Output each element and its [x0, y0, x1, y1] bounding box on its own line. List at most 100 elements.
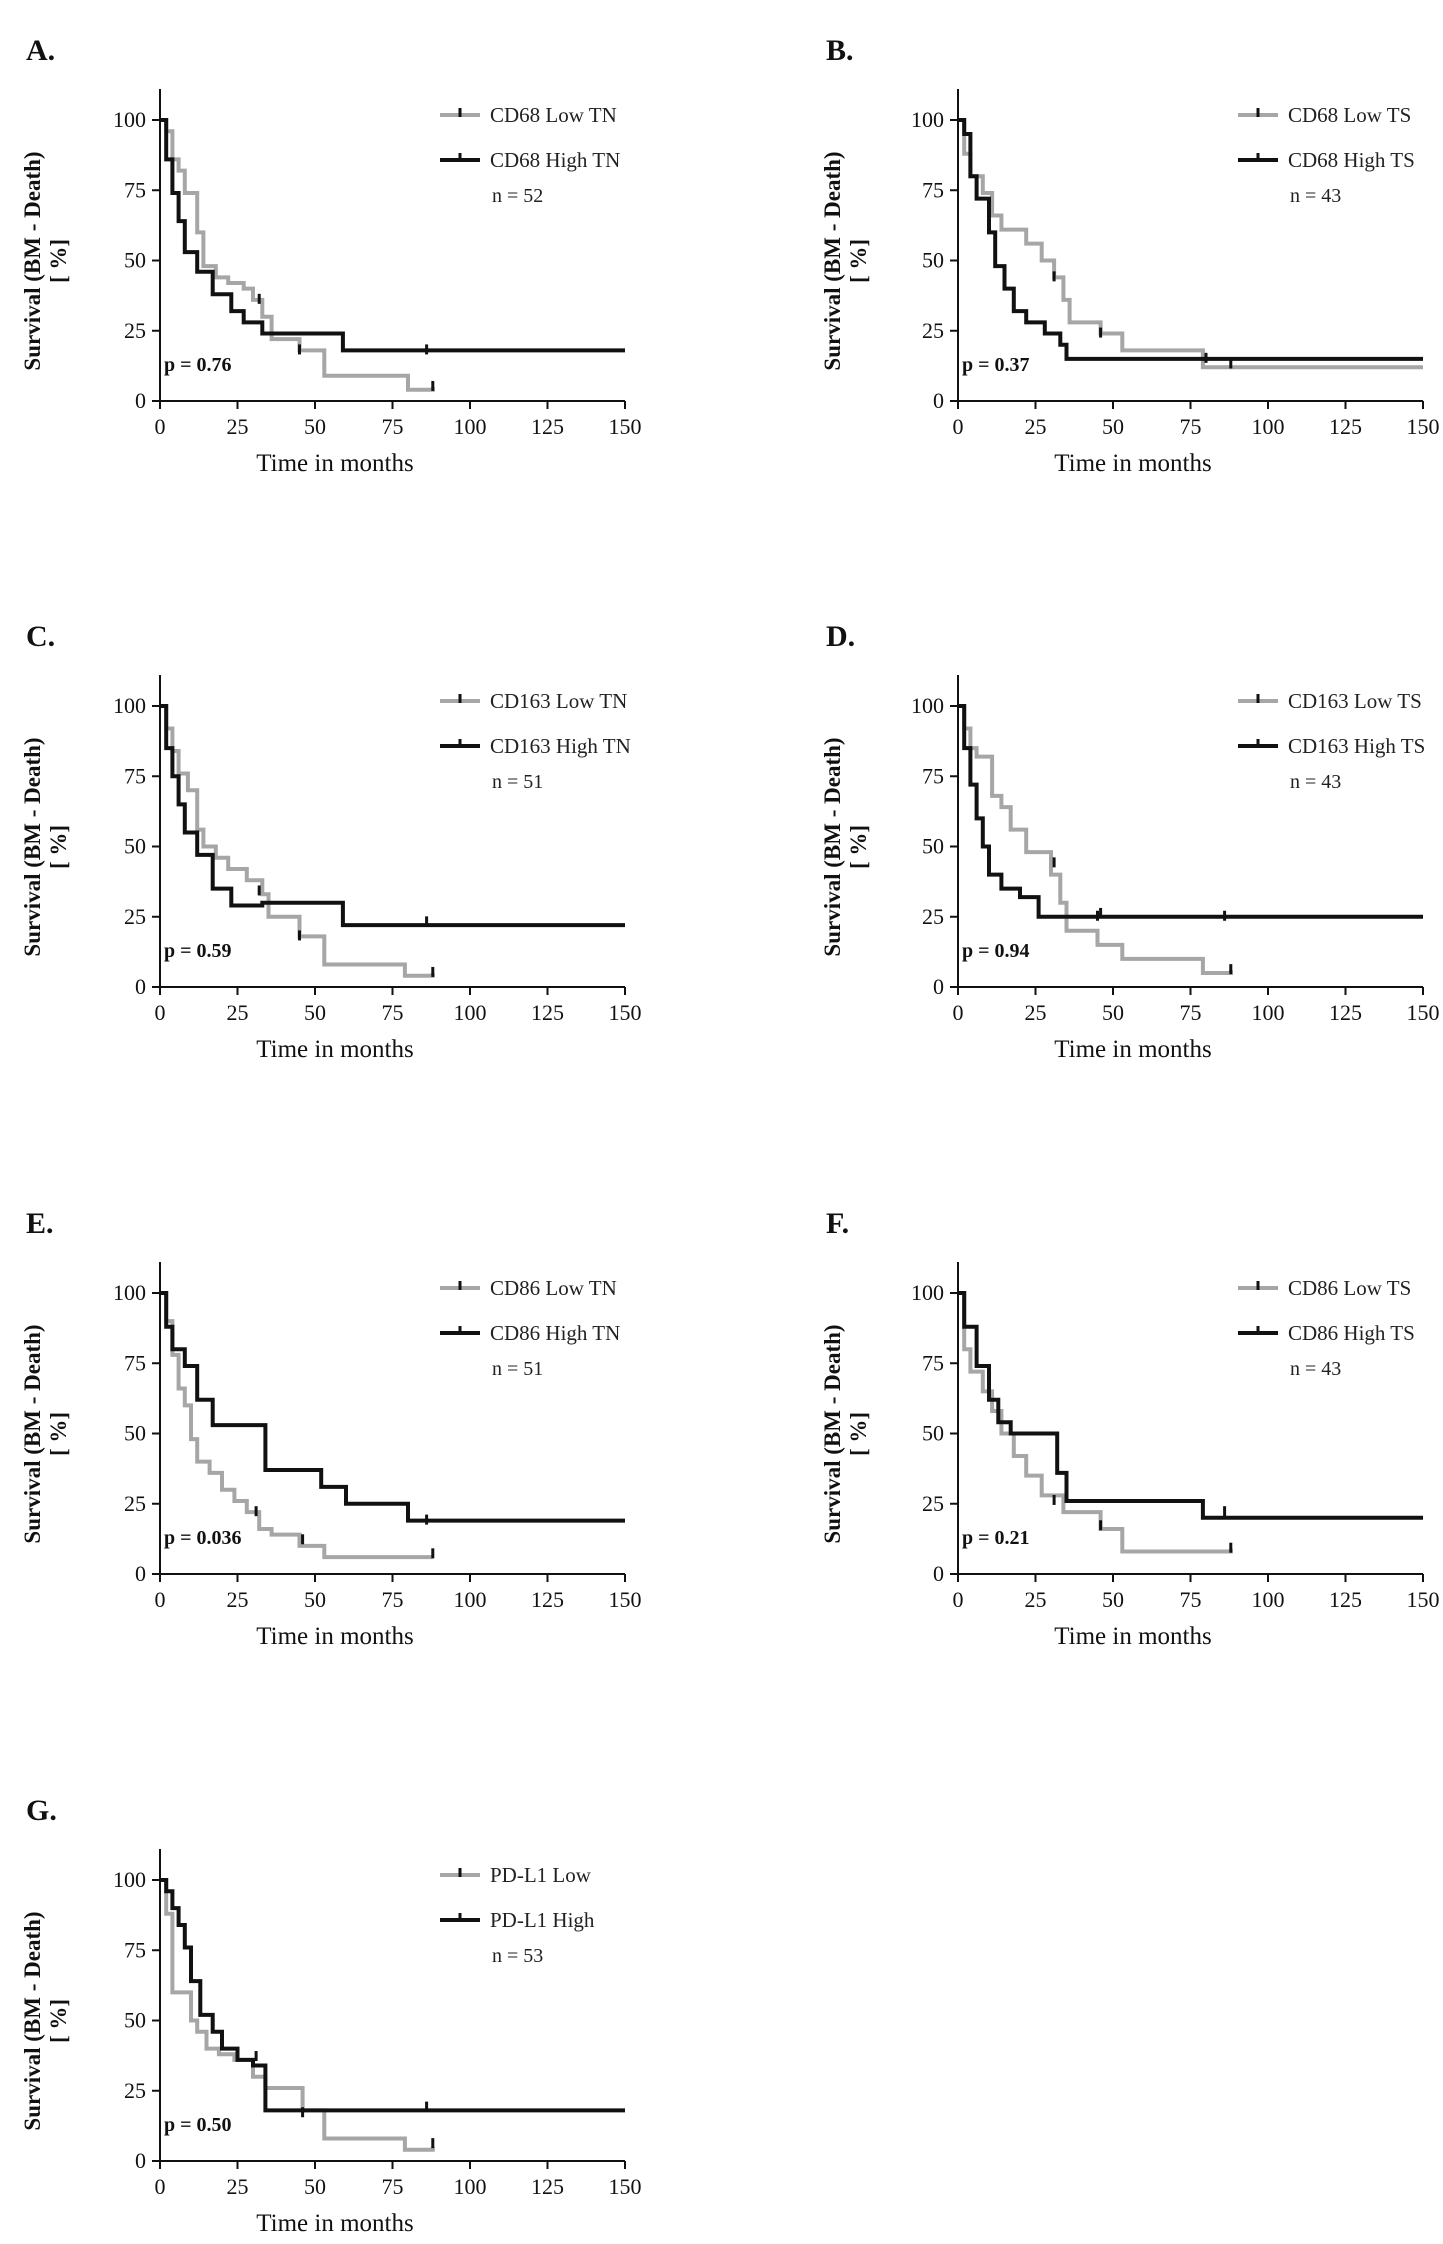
- legend-entry: CD86 Low TN: [490, 1276, 617, 1300]
- sample-size: n = 52: [492, 185, 543, 207]
- legend-entry: CD68 High TS: [1288, 148, 1415, 172]
- x-tick-label: 100: [1252, 1587, 1285, 1612]
- legend-entry: CD163 High TS: [1288, 734, 1425, 758]
- y-tick-label: 0: [135, 1561, 146, 1586]
- km-panel-4: D. 0 25 50 75 100 125 150 0 25 50 75 100 Time in mont…: [820, 620, 1440, 1063]
- x-tick-label: 0: [953, 414, 964, 439]
- sample-size: n = 43: [1290, 185, 1341, 207]
- x-tick-label: 50: [304, 2174, 326, 2199]
- series-line-low: [160, 118, 435, 392]
- y-tick-label: 75: [124, 1350, 146, 1375]
- sample-size: n = 43: [1290, 1358, 1341, 1380]
- y-axis-label: Survival (BM - Death): [20, 737, 45, 956]
- series-line-low: [160, 704, 435, 978]
- x-tick-label: 25: [1025, 1000, 1047, 1025]
- x-tick-label: 0: [155, 1587, 166, 1612]
- legend-entry: CD86 High TN: [490, 1321, 620, 1345]
- series-line-low: [160, 1291, 433, 1560]
- y-tick-label: 0: [933, 388, 944, 413]
- y-axis-label-unit: [ %]: [46, 825, 71, 869]
- x-tick-label: 0: [155, 1000, 166, 1025]
- y-tick-label: 100: [911, 693, 944, 718]
- x-tick-label: 50: [1102, 1000, 1124, 1025]
- p-value: p = 0.21: [962, 1527, 1030, 1549]
- y-axis-label-unit: [ %]: [46, 1999, 71, 2043]
- x-tick-label: 75: [382, 414, 404, 439]
- x-tick-label: 150: [1407, 1587, 1440, 1612]
- x-tick-label: 75: [1180, 1587, 1202, 1612]
- y-tick-label: 75: [124, 763, 146, 788]
- x-axis-label: Time in months: [1054, 1623, 1211, 1650]
- x-axis-label: Time in months: [1054, 1036, 1211, 1063]
- x-tick-label: 100: [454, 2174, 487, 2199]
- x-tick-label: 0: [155, 414, 166, 439]
- x-tick-label: 0: [155, 2174, 166, 2199]
- x-axis-label: Time in months: [256, 1623, 413, 1650]
- y-tick-label: 0: [933, 1561, 944, 1586]
- legend-entry: CD86 High TS: [1288, 1321, 1415, 1345]
- x-tick-label: 25: [227, 2174, 249, 2199]
- y-tick-label: 0: [135, 974, 146, 999]
- p-value: p = 0.37: [962, 354, 1030, 376]
- x-tick-label: 100: [454, 414, 487, 439]
- x-tick-label: 125: [1329, 1000, 1362, 1025]
- y-tick-label: 25: [922, 318, 944, 343]
- x-tick-label: 75: [382, 1587, 404, 1612]
- series-line-high: [958, 704, 1423, 919]
- legend-entry: PD-L1 High: [490, 1908, 595, 1932]
- panel-letter: F.: [826, 1207, 849, 1240]
- km-panel-5: E. 0 25 50 75 100 125 150 0 25 50 75 100 Time in mont…: [20, 1207, 642, 1650]
- legend-entry: CD68 High TN: [490, 148, 620, 172]
- x-tick-label: 150: [609, 1587, 642, 1612]
- series-line-high: [160, 704, 625, 928]
- legend-entry: CD163 Low TS: [1288, 689, 1422, 713]
- y-tick-label: 50: [124, 1421, 146, 1446]
- p-value: p = 0.59: [164, 940, 232, 962]
- x-axis-label: Time in months: [1054, 450, 1211, 477]
- km-panel-1: A. 0 25 50 75 100 125 150 0 25 50 75 100 Time in mont…: [20, 34, 642, 477]
- y-tick-label: 25: [124, 1491, 146, 1516]
- x-tick-label: 0: [953, 1587, 964, 1612]
- p-value: p = 0.76: [164, 354, 232, 376]
- y-axis-label-unit: [ %]: [46, 239, 71, 283]
- y-axis-label: Survival (BM - Death): [20, 151, 45, 370]
- p-value: p = 0.50: [164, 2114, 232, 2136]
- y-tick-label: 100: [113, 1280, 146, 1305]
- km-panel-6: F. 0 25 50 75 100 125 150 0 25 50 75 100 Time in mont…: [820, 1207, 1440, 1650]
- y-tick-label: 75: [124, 1937, 146, 1962]
- km-panel-3: C. 0 25 50 75 100 125 150 0 25 50 75 100 Time in mont…: [20, 620, 642, 1063]
- x-tick-label: 75: [1180, 414, 1202, 439]
- y-tick-label: 50: [124, 834, 146, 859]
- x-tick-label: 125: [531, 1587, 564, 1612]
- y-tick-label: 25: [922, 1491, 944, 1516]
- x-tick-label: 50: [1102, 1587, 1124, 1612]
- x-tick-label: 25: [227, 1587, 249, 1612]
- x-tick-label: 150: [609, 2174, 642, 2199]
- x-tick-label: 50: [304, 1587, 326, 1612]
- y-tick-label: 100: [911, 1280, 944, 1305]
- x-tick-label: 100: [1252, 414, 1285, 439]
- y-tick-label: 50: [922, 1421, 944, 1446]
- series-line-high: [958, 1291, 1423, 1520]
- x-tick-label: 50: [1102, 414, 1124, 439]
- y-axis-label-unit: [ %]: [846, 825, 871, 869]
- x-tick-label: 0: [953, 1000, 964, 1025]
- x-tick-label: 100: [454, 1000, 487, 1025]
- panel-letter: D.: [826, 620, 855, 653]
- series-line-low: [958, 704, 1233, 975]
- legend-entry: CD163 High TN: [490, 734, 631, 758]
- y-tick-label: 0: [135, 388, 146, 413]
- km-panel-7: G. 0 25 50 75 100 125 150 0 25 50 75 100 Time in mont…: [20, 1794, 642, 2237]
- y-tick-label: 100: [113, 693, 146, 718]
- x-tick-label: 25: [1025, 1587, 1047, 1612]
- y-tick-label: 0: [135, 2148, 146, 2173]
- y-tick-label: 75: [922, 763, 944, 788]
- y-tick-label: 50: [124, 2008, 146, 2033]
- panel-letter: E.: [26, 1207, 54, 1240]
- x-axis-label: Time in months: [256, 1036, 413, 1063]
- y-axis-label: Survival (BM - Death): [20, 1911, 45, 2130]
- y-tick-label: 0: [933, 974, 944, 999]
- y-tick-label: 25: [124, 904, 146, 929]
- legend-entry: PD-L1 Low: [490, 1863, 592, 1887]
- legend-entry: CD163 Low TN: [490, 689, 627, 713]
